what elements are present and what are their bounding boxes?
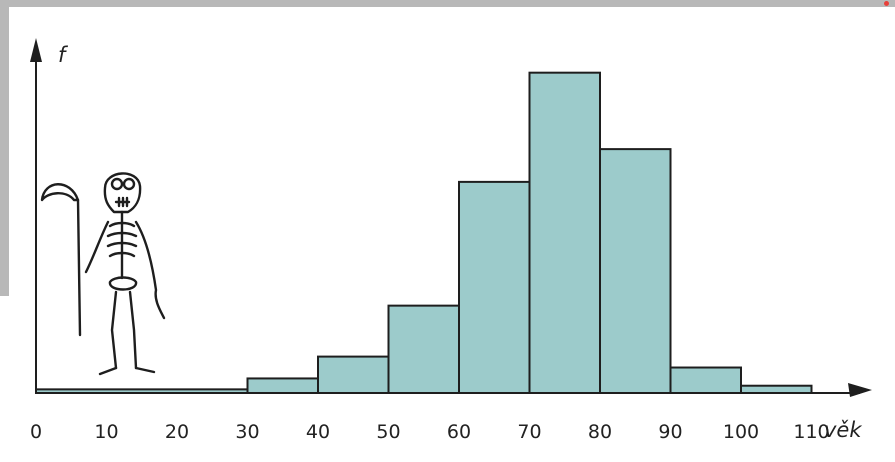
pelvis [108,276,138,291]
bar-30-40 [246,377,319,395]
bar-80-90 [599,148,672,394]
skull [103,172,142,214]
scythe-blade [40,183,80,202]
y-axis-label: f [58,43,69,67]
bar-40-50 [317,355,390,395]
bar-60-70 [458,180,531,394]
skull-right-eye [122,177,136,191]
skull-teeth [114,196,131,208]
scythe-handle [76,198,82,337]
frame-corner-dot [884,1,889,6]
x-tick-label: 30 [235,421,259,443]
bar-70-80 [528,71,601,395]
right-arm [134,220,166,320]
frame-left-border [0,0,9,296]
x-tick-label: 40 [306,421,330,443]
skull-left-eye [110,177,124,191]
ribs [106,221,138,258]
x-tick-label: 110 [793,421,829,443]
x-axis-label: věk [824,418,862,442]
bar-90-100 [669,366,742,394]
frame-top-border [0,0,895,7]
tick-labels-group: 0 10 20 30 40 50 60 70 80 90 100 110 [30,421,830,443]
grim-reaper-skeleton-illustration [40,172,166,376]
feet [98,366,156,376]
x-tick-label: 10 [94,421,118,443]
x-tick-label: 0 [30,421,42,443]
x-tick-label: 70 [517,421,541,443]
x-axis-arrow [848,383,872,397]
y-axis-arrow [30,38,42,62]
bars-group [35,71,813,395]
x-tick-label: 80 [588,421,612,443]
legs [110,290,138,370]
bar-100-110 [740,384,813,395]
bar-50-60 [387,304,460,395]
x-tick-label: 50 [376,421,400,443]
x-tick-label: 100 [723,421,759,443]
left-arm [84,220,110,274]
x-tick-label: 90 [658,421,682,443]
x-tick-label: 20 [165,421,189,443]
x-tick-label: 60 [447,421,471,443]
